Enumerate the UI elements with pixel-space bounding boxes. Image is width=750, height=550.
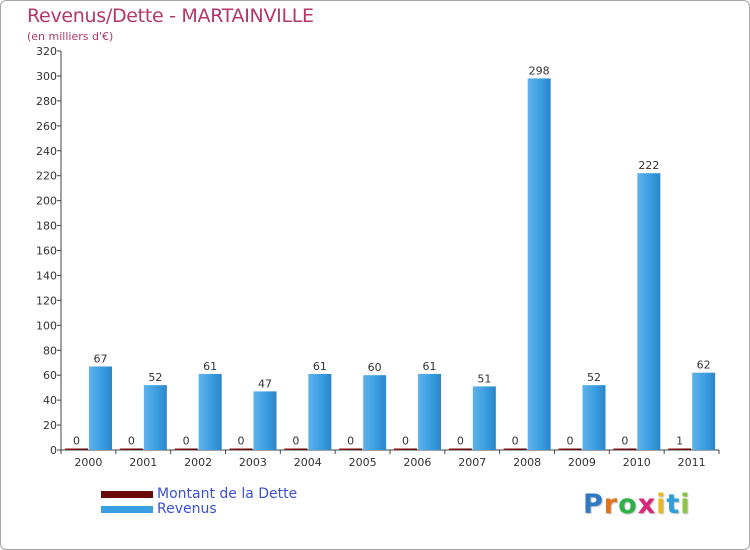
- x-tick-label: 2007: [458, 456, 486, 469]
- debt-bar: [448, 448, 472, 450]
- revenue-bar: [198, 373, 222, 450]
- debt-value-label: 1: [676, 435, 683, 448]
- y-tick-label: 260: [36, 120, 57, 133]
- y-tick-label: 60: [43, 369, 57, 382]
- logo-letter: i: [656, 489, 667, 520]
- revenue-value-label: 47: [258, 377, 272, 390]
- x-tick-label: 2000: [74, 456, 102, 469]
- y-tick-label: 320: [36, 45, 57, 58]
- y-tick-label: 0: [50, 444, 57, 457]
- revenue-value-label: 61: [203, 360, 217, 373]
- debt-bar: [65, 448, 88, 450]
- revenue-value-label: 51: [477, 372, 491, 385]
- logo-letter: i: [680, 489, 691, 520]
- legend-item-revenus: Revenus: [101, 502, 297, 517]
- revenue-bar: [253, 391, 277, 450]
- y-tick-label: 40: [43, 394, 57, 407]
- x-tick-label: 2003: [239, 456, 267, 469]
- y-tick-label: 280: [36, 95, 57, 108]
- debt-value-label: 0: [128, 435, 135, 448]
- x-tick-label: 2011: [678, 456, 706, 469]
- revenue-value-label: 298: [529, 64, 550, 77]
- y-tick-label: 120: [36, 294, 57, 307]
- logo-letter: P: [583, 489, 604, 520]
- y-tick-label: 20: [43, 419, 57, 432]
- debt-bar: [503, 448, 527, 450]
- debt-bar: [174, 448, 198, 450]
- x-tick-label: 2008: [513, 456, 541, 469]
- legend-item-dette: Montant de la Dette: [101, 487, 297, 502]
- logo-letter: t: [666, 489, 681, 520]
- revenue-value-label: 67: [94, 352, 108, 365]
- revenue-bar: [637, 173, 661, 450]
- y-tick-label: 100: [36, 319, 57, 332]
- debt-bar: [284, 448, 308, 450]
- chart-title: Revenus/Dette - MARTAINVILLE: [27, 5, 314, 27]
- debt-value-label: 0: [457, 435, 464, 448]
- x-tick-label: 2001: [129, 456, 157, 469]
- legend-swatch-revenus: [101, 506, 153, 513]
- revenue-value-label: 62: [697, 359, 711, 372]
- debt-value-label: 0: [402, 435, 409, 448]
- legend-swatch-dette: [101, 491, 153, 498]
- x-tick-label: 2009: [568, 456, 596, 469]
- axes: 0204060801001201401601802002202402602803…: [36, 45, 720, 469]
- debt-value-label: 0: [73, 435, 80, 448]
- revenue-bar: [363, 375, 387, 450]
- legend-label-dette: Montant de la Dette: [157, 486, 298, 502]
- revenue-bar: [692, 372, 716, 450]
- y-tick-label: 240: [36, 145, 57, 158]
- y-tick-label: 220: [36, 170, 57, 183]
- debt-bar: [613, 448, 637, 450]
- value-labels: 0 67 0 52 0 61 0 47 0 61 0 60 0 61 0 51 0 298 0 52 0 222 1 62: [73, 64, 711, 447]
- debt-value-label: 0: [512, 435, 519, 448]
- revenue-value-label: 222: [638, 159, 659, 172]
- y-tick-label: 80: [43, 344, 57, 357]
- debt-bar: [339, 448, 363, 450]
- proxiti-logo: Proxiti: [583, 489, 691, 520]
- revenue-bar: [89, 366, 112, 450]
- debt-value-label: 0: [621, 435, 628, 448]
- debt-bar: [229, 448, 253, 450]
- debt-bar: [119, 448, 143, 450]
- logo-letter: o: [618, 489, 638, 520]
- debt-value-label: 0: [567, 435, 574, 448]
- revenue-bar: [308, 373, 332, 450]
- revenue-value-label: 61: [423, 360, 437, 373]
- debt-value-label: 0: [238, 435, 245, 448]
- logo-letter: x: [637, 489, 657, 520]
- revenue-value-label: 61: [313, 360, 327, 373]
- bars: [65, 78, 716, 451]
- revenue-bar: [143, 385, 167, 450]
- y-tick-label: 160: [36, 245, 57, 258]
- y-tick-label: 300: [36, 70, 57, 83]
- x-tick-label: 2010: [623, 456, 651, 469]
- legend-label-revenus: Revenus: [157, 501, 217, 517]
- logo-letter: r: [603, 489, 619, 520]
- revenue-bar: [527, 78, 551, 451]
- revenue-bar: [582, 385, 606, 450]
- debt-bar: [668, 448, 692, 450]
- x-tick-label: 2004: [294, 456, 322, 469]
- chart-subtitle: (en milliers d'€): [27, 30, 114, 43]
- y-tick-label: 180: [36, 220, 57, 233]
- debt-bar: [558, 448, 582, 450]
- x-tick-label: 2002: [184, 456, 212, 469]
- y-tick-label: 200: [36, 195, 57, 208]
- x-tick-label: 2005: [349, 456, 377, 469]
- revenue-bar: [418, 373, 441, 450]
- revenue-value-label: 52: [587, 371, 601, 384]
- debt-value-label: 0: [183, 435, 190, 448]
- revenue-bar: [472, 386, 496, 450]
- y-tick-label: 140: [36, 269, 57, 282]
- revenue-value-label: 60: [368, 361, 382, 374]
- debt-value-label: 0: [292, 435, 299, 448]
- legend: Montant de la Dette Revenus: [101, 487, 297, 517]
- x-tick-label: 2006: [403, 456, 431, 469]
- debt-value-label: 0: [347, 435, 354, 448]
- debt-bar: [394, 448, 417, 450]
- revenue-value-label: 52: [148, 371, 162, 384]
